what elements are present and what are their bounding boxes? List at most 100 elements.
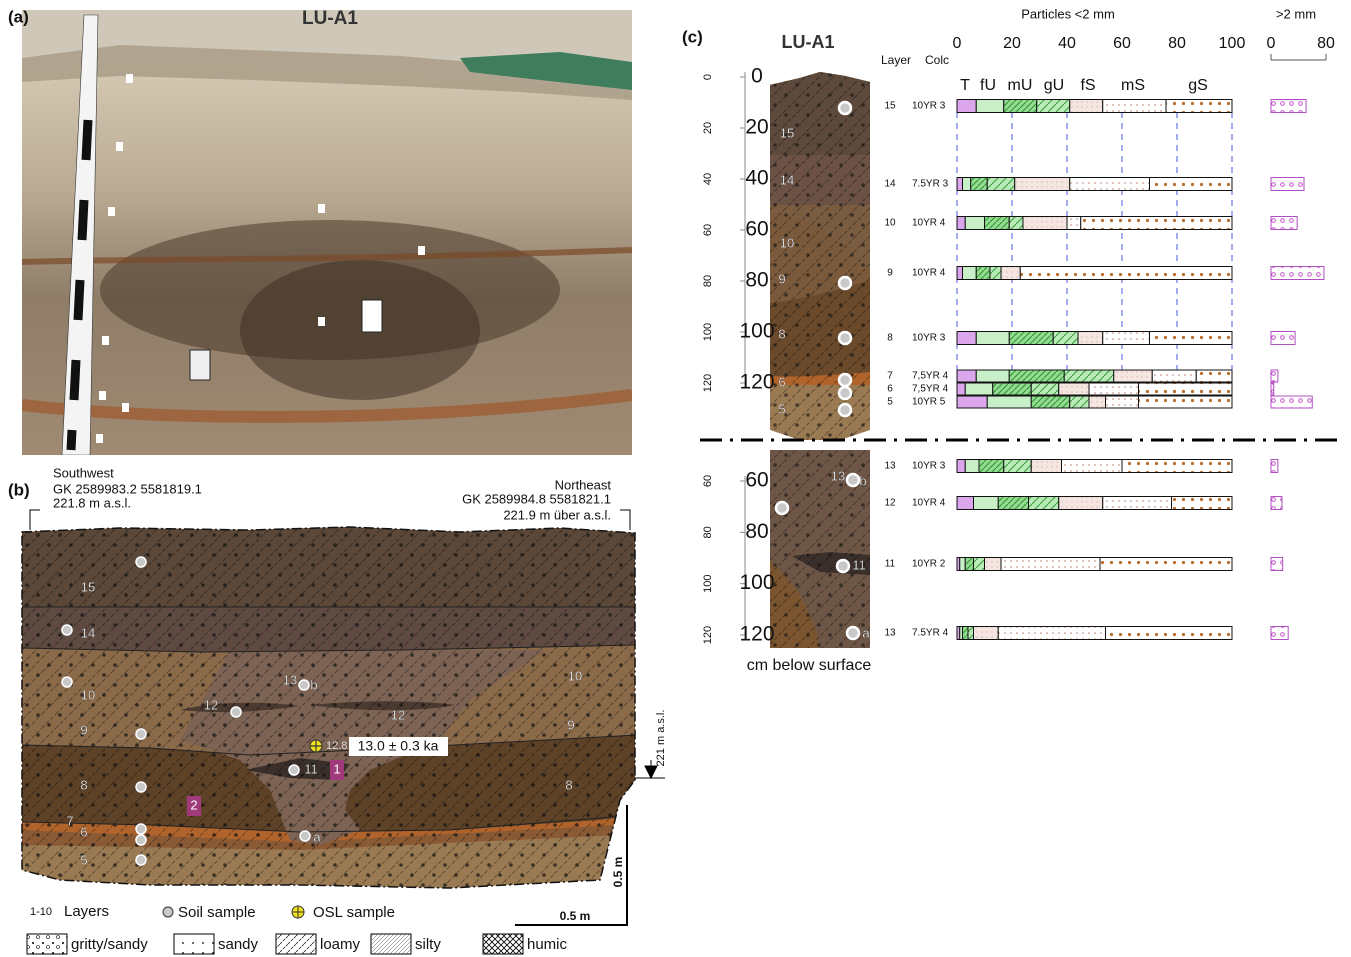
fraction-bar <box>979 460 1004 473</box>
fraction-bar <box>963 267 977 280</box>
southwest-info: Southwest <box>53 465 114 480</box>
column-layer-label: a <box>862 625 870 640</box>
fine-tick-label: 40 <box>1058 35 1076 52</box>
soil-sample <box>136 782 146 792</box>
soil-sample <box>62 677 72 687</box>
legend-swatch <box>276 934 316 954</box>
layer-label: 12 <box>391 707 405 722</box>
fine-tick-label: 100 <box>1219 35 1246 52</box>
depth-tick-label: 60 <box>702 224 714 236</box>
layer-label: 5 <box>80 852 87 867</box>
fraction-bar <box>976 370 1009 382</box>
depth-tick-label: 120 <box>702 374 714 392</box>
legend-swatch <box>483 934 523 954</box>
gravel-bar <box>1271 497 1282 510</box>
gravel-bar <box>1271 558 1283 571</box>
osl-age: 13.0 ± 0.3 ka <box>358 738 439 754</box>
depth-tick-label: 80 <box>702 275 714 287</box>
fraction-label: T <box>960 77 970 94</box>
layer-label: 15 <box>81 579 95 594</box>
northeast-info: 221.9 m über a.s.l. <box>503 507 611 522</box>
column-layer-label: 14 <box>780 172 794 187</box>
depth-tick-label: 80 <box>745 520 768 543</box>
fraction-bar <box>974 497 999 510</box>
depth-tick-label: 100 <box>739 320 774 343</box>
depth-tick-label: 120 <box>739 371 774 394</box>
panel-label: (a) <box>8 7 29 26</box>
fraction-bar <box>1078 332 1103 345</box>
fraction-label: mS <box>1121 77 1145 94</box>
depth-tick-label: 60 <box>702 475 714 487</box>
fraction-bar <box>1103 332 1150 345</box>
fraction-bar <box>963 627 969 640</box>
gravel-bar <box>1271 178 1304 191</box>
legend-range: 1-10 <box>30 906 52 918</box>
depth-tick-label: 60 <box>745 469 768 492</box>
legend-texture: loamy <box>320 936 361 953</box>
column-sample <box>839 102 851 114</box>
soil-sample <box>136 855 146 865</box>
fraction-bar <box>1106 627 1233 640</box>
layer-label: 8 <box>565 777 572 792</box>
fraction-bar <box>1031 396 1070 408</box>
sample-layer: 7 <box>887 371 893 382</box>
fraction-label: mU <box>1008 77 1033 94</box>
coarse-tick-label: 0 <box>1267 35 1276 52</box>
soil-sample <box>231 707 241 717</box>
sample-color: 7,5YR 4 <box>912 384 949 395</box>
layer-label: 10 <box>81 687 95 702</box>
depth-tick-label: 0 <box>751 65 763 88</box>
gravel-bar <box>1271 332 1295 345</box>
sample-color: 10YR 4 <box>912 498 946 509</box>
soil-sample <box>136 824 146 834</box>
depth-tick-label: 120 <box>702 626 714 644</box>
fraction-bar <box>1004 100 1037 113</box>
tag <box>418 246 425 255</box>
sample-color: 10YR 4 <box>912 268 946 279</box>
depth-tick-label: 100 <box>702 323 714 341</box>
fraction-bar <box>1139 396 1233 408</box>
fraction-bar <box>993 383 1032 395</box>
osl-sample-id: 12.8 <box>326 740 347 752</box>
fraction-bar <box>976 267 990 280</box>
scale-label: 0.5 m <box>611 857 625 888</box>
profile-marker: 2 <box>190 797 197 812</box>
sample-color: 10YR 3 <box>912 461 946 472</box>
gravel-bar <box>1271 460 1278 473</box>
fraction-bar <box>976 332 1009 345</box>
profile-marker: 1 <box>333 761 340 776</box>
depth-tick-label: 40 <box>745 167 768 190</box>
sample-color: 10YR 3 <box>912 101 946 112</box>
tag <box>96 434 103 443</box>
soil-sample <box>289 765 299 775</box>
column-layer-label: 5 <box>778 401 785 416</box>
fraction-bar <box>1070 178 1150 191</box>
fraction-bar <box>985 217 1010 230</box>
soil-sample <box>62 625 72 635</box>
fraction-bar <box>1062 460 1123 473</box>
northeast-info: Northeast <box>555 477 612 492</box>
layer-label: 12 <box>204 697 218 712</box>
column-layer-label: 13 <box>831 468 845 483</box>
layer-label: 6 <box>80 824 87 839</box>
sample-color: 10YR 4 <box>912 218 946 229</box>
column-layer-label: 10 <box>780 235 794 250</box>
layer-header: Layer <box>881 53 911 67</box>
soil-sample <box>300 831 310 841</box>
tag <box>126 74 133 83</box>
depth-title: cm below surface <box>747 657 872 674</box>
column-sample <box>847 627 859 639</box>
southwest-info: GK 2589983.2 5581819.1 <box>53 481 202 496</box>
tag <box>362 300 382 332</box>
depth-tick-label: 120 <box>739 623 774 646</box>
sample-color: 7,5YR 4 <box>912 371 949 382</box>
fraction-bar <box>957 460 965 473</box>
sample-color: 10YR 5 <box>912 397 946 408</box>
layer-label: a <box>313 829 321 844</box>
fraction-bar <box>976 100 1004 113</box>
sample-layer: 8 <box>887 333 893 344</box>
fraction-label: gS <box>1188 77 1208 94</box>
gravel-bar <box>1271 370 1278 382</box>
fraction-bar <box>1023 217 1067 230</box>
column-layer-label: 8 <box>778 326 785 341</box>
